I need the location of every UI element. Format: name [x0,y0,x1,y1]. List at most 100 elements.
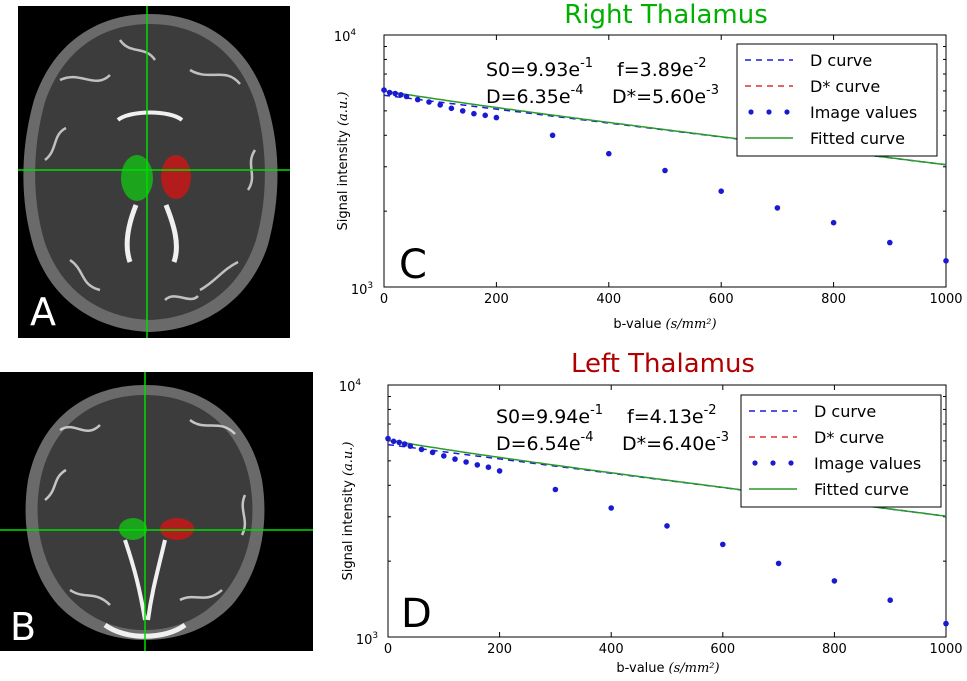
x-tick-label: 1000 [929,642,962,657]
image-value-point [496,468,503,474]
panel-a-roi-left [161,155,191,199]
image-value-point [720,541,726,548]
x-tick-label: 0 [380,292,388,307]
param-d: D=6.35e-4 [486,83,584,108]
x-tick-label: 800 [822,642,847,657]
image-value-point [608,505,614,511]
x-axis-label: b-value (s/mm²) [616,661,719,676]
x-tick-label: 400 [599,642,624,657]
legend-swatch-point-3 [788,460,794,466]
image-value-point [831,578,838,584]
panel-a-label: A [30,290,56,334]
x-tick-label: 400 [596,292,621,307]
legend-swatch-point-1 [748,109,754,115]
fit-parameters: S0=9.94e-1 f=4.13e-2 D=6.54e-4 D*=6.40e-… [496,403,729,455]
image-value-point [943,258,949,264]
chart-right-thalamus: Right Thalamus 0 200 400 600 800 1000 104 103… [334,0,963,332]
y-axis-label: Signal intensity(a.u.) [341,442,356,581]
y-tick-label-top: 104 [334,28,357,45]
image-value-point [459,108,466,114]
legend-label-image-values: Image values [810,103,917,122]
image-value-point [390,438,397,445]
image-value-point [471,110,477,117]
image-value-point [414,96,421,103]
image-value-point [482,112,489,119]
image-value-point [485,464,492,471]
panel-a-brain [23,14,278,332]
image-value-point [386,89,393,96]
image-value-point [830,219,837,226]
image-value-point [943,620,949,627]
legend-label-dstar-curve: D* curve [810,77,880,96]
y-tick-label-bottom: 103 [351,281,373,298]
x-tick-label: 600 [710,642,735,657]
d-curve-line [387,443,947,517]
image-value-point [403,93,410,100]
image-value-point [549,132,556,139]
legend-label-fitted-curve: Fitted curve [810,129,905,148]
image-value-point [887,239,893,246]
panel-b-roi-left [160,518,194,540]
x-tick-label: 200 [487,642,512,657]
image-value-point [381,87,387,93]
legend-label-dstar-curve: D* curve [814,428,884,447]
image-value-point [775,560,782,567]
x-tick-label: 0 [384,642,392,657]
fit-parameters: S0=9.93e-1 f=3.89e-2 D=6.35e-4 D*=5.60e-… [486,56,719,108]
image-value-point [418,446,425,453]
image-value-point [463,459,469,465]
x-tick-label: 600 [709,292,734,307]
x-tick-label: 800 [821,292,846,307]
legend-label-fitted-curve: Fitted curve [814,480,909,499]
param-f: f=4.13e-2 [627,403,717,428]
chart-left-thalamus: Left Thalamus 0 200 400 600 800 1000 104 103 … [339,349,963,676]
image-value-point [437,102,444,108]
x-tick-label: 200 [484,292,509,307]
image-value-point [606,150,612,157]
chart-title: Right Thalamus [564,0,768,30]
image-value-point [448,105,455,112]
legend-label-image-values: Image values [814,454,921,473]
param-f: f=3.89e-2 [617,56,707,81]
y-tick-label-bottom: 103 [356,631,378,648]
param-dstar: D*=6.40e-3 [622,430,729,455]
panel-b-label: B [10,605,36,649]
param-s0: S0=9.93e-1 [486,56,593,81]
image-value-point [392,90,399,97]
image-value-point [426,99,432,105]
image-value-point [664,523,670,529]
plot-frame [387,384,947,638]
legend-label-d-curve: D curve [814,402,876,421]
image-value-point [774,205,781,211]
panel-a-roi-right [121,155,153,201]
image-value-point [452,456,458,462]
param-d: D=6.54e-4 [496,430,594,455]
image-value-point [429,449,436,456]
y-tick-label-top: 104 [339,378,362,395]
x-axis-label: b-value (s/mm²) [613,317,716,332]
y-axis-label: Signal intensity(a.u.) [336,92,351,231]
image-value-point [441,453,447,459]
panel-a: A [18,6,290,338]
x-ticks: 0 200 400 600 800 1000 [380,35,963,307]
image-value-point [396,439,403,446]
panel-b-roi-right [119,518,147,540]
legend-swatch-point-2 [770,460,776,466]
plot-frame [383,34,947,288]
legend: D curve D* curve Image values Fitted cur… [740,394,942,508]
image-value-point [401,441,408,447]
legend-swatch-point-3 [784,109,790,115]
legend-swatch-point-1 [752,460,758,466]
image-value-point [887,597,893,603]
image-value-point [407,443,414,449]
legend-swatch-point-2 [766,109,772,115]
chart-title: Left Thalamus [571,349,755,379]
image-value-point [718,188,724,194]
x-tick-label: 1000 [929,292,962,307]
param-s0: S0=9.94e-1 [496,403,603,428]
legend: D curve D* curve Image values Fitted cur… [736,43,938,157]
x-ticks: 0 200 400 600 800 1000 [384,385,963,657]
param-dstar: D*=5.60e-3 [612,83,719,108]
panel-b: B [0,372,313,651]
panel-c-label: C [399,242,427,288]
